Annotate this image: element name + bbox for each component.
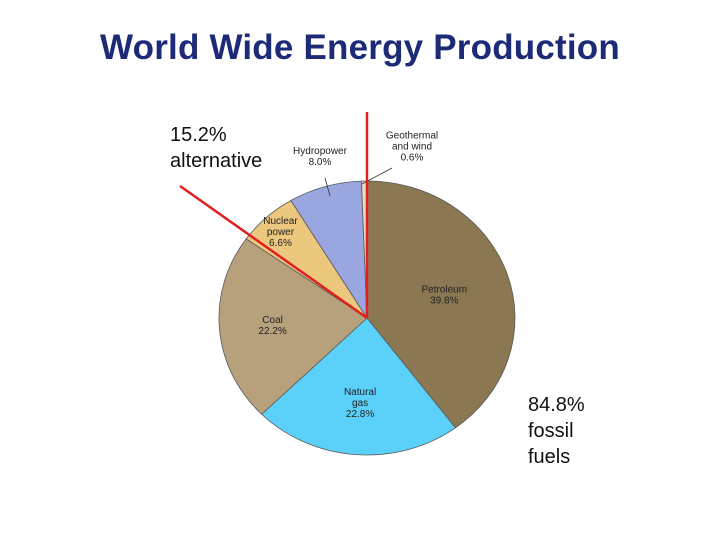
label-natural-gas: Natural gas 22.8% [344,387,376,420]
slide-title: World Wide Energy Production [100,28,620,67]
group-divider-lines [179,112,369,320]
label-hydropower: Hydropower 8.0% [293,146,348,168]
slice-petroleum [366,180,516,429]
fossil-label-1: fossil [528,420,574,442]
slice-coal [218,238,368,415]
slice-natural-gas [261,317,457,456]
alternative-annotation: 15.2% alternative [170,122,262,174]
alternative-pointer-line [179,184,368,320]
label-coal: Coal 22.2% [258,315,286,337]
label-petroleum: Petroleum 39.8% [421,284,467,306]
alternative-label: alternative [170,150,263,172]
fossil-percent: 84.8% [528,394,585,416]
label-geothermal-and-wind: Geothermal and wind 0.6% [386,131,438,164]
label-nuclear-power: Nuclear power 6.6% [263,216,298,249]
fossil-annotation: 84.8% fossil fuels [528,392,585,470]
fossil-label-2: fuels [528,446,571,468]
slice-labels: Petroleum 39.8% Natural gas 22.8% Coal 22.2% Nu… [258,131,467,421]
leader-hydropower [324,177,331,197]
pie-slices [218,180,516,456]
alternative-percent: 15.2% [170,124,227,146]
